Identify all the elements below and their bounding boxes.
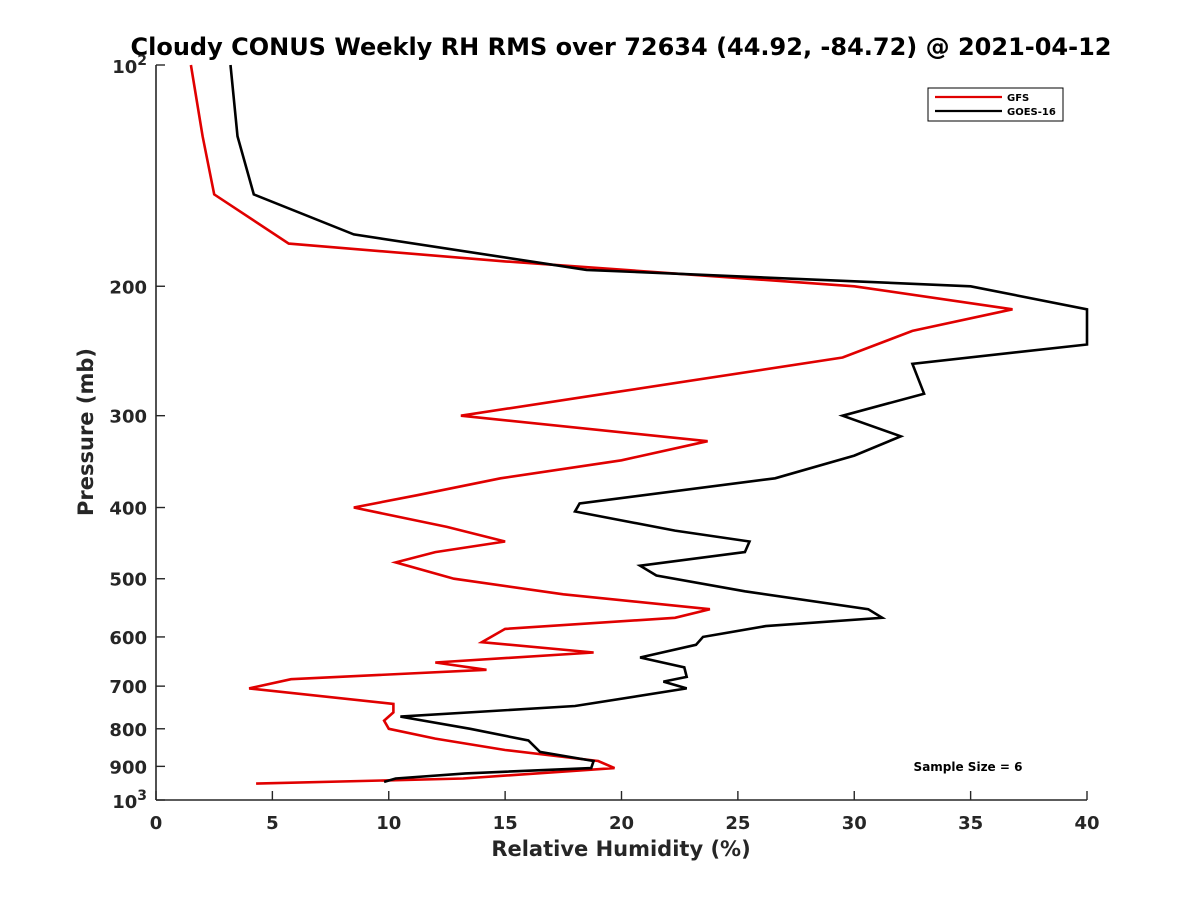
x-axis-label: Relative Humidity (%) xyxy=(491,837,750,861)
sample-size-annotation: Sample Size = 6 xyxy=(914,760,1023,774)
y-tick-label: 300 xyxy=(109,407,147,428)
plot-area: 0 5 10 15 20 25 30 35 40 200 300 400 500 600 700 800 90… xyxy=(109,53,1099,834)
y-tick-label: 800 xyxy=(109,720,147,741)
y-axis-label: Pressure (mb) xyxy=(74,348,98,516)
series-layer xyxy=(189,64,1089,785)
series-line-gfs xyxy=(189,64,1013,785)
x-tick-label: 20 xyxy=(609,813,634,834)
chart-title: Cloudy CONUS Weekly RH RMS over 72634 (4… xyxy=(131,33,1112,61)
y-tick-label: 500 xyxy=(109,570,147,591)
legend-box xyxy=(927,87,1064,122)
series-line-goes16 xyxy=(229,64,1089,784)
legend: GFS GOES-16 xyxy=(927,87,1064,122)
y-tick-label: 200 xyxy=(109,277,147,298)
x-tick-label: 35 xyxy=(958,813,983,834)
x-tick-label: 5 xyxy=(266,813,279,834)
x-tick-label: 0 xyxy=(150,813,163,834)
x-ticks: 0 5 10 15 20 25 30 35 40 xyxy=(150,791,1100,834)
x-tick-label: 10 xyxy=(376,813,401,834)
x-tick-label: 25 xyxy=(725,813,750,834)
x-tick-label: 15 xyxy=(493,813,518,834)
legend-label-goes16: GOES-16 xyxy=(1007,107,1056,118)
y-tick-label: 600 xyxy=(109,628,147,649)
x-tick-label: 40 xyxy=(1074,813,1099,834)
x-tick-label: 30 xyxy=(842,813,867,834)
legend-label-gfs: GFS xyxy=(1007,93,1029,104)
y-tick-label: 400 xyxy=(109,499,147,520)
y-tick-label: 700 xyxy=(109,677,147,698)
y-tick-label: 900 xyxy=(109,757,147,778)
